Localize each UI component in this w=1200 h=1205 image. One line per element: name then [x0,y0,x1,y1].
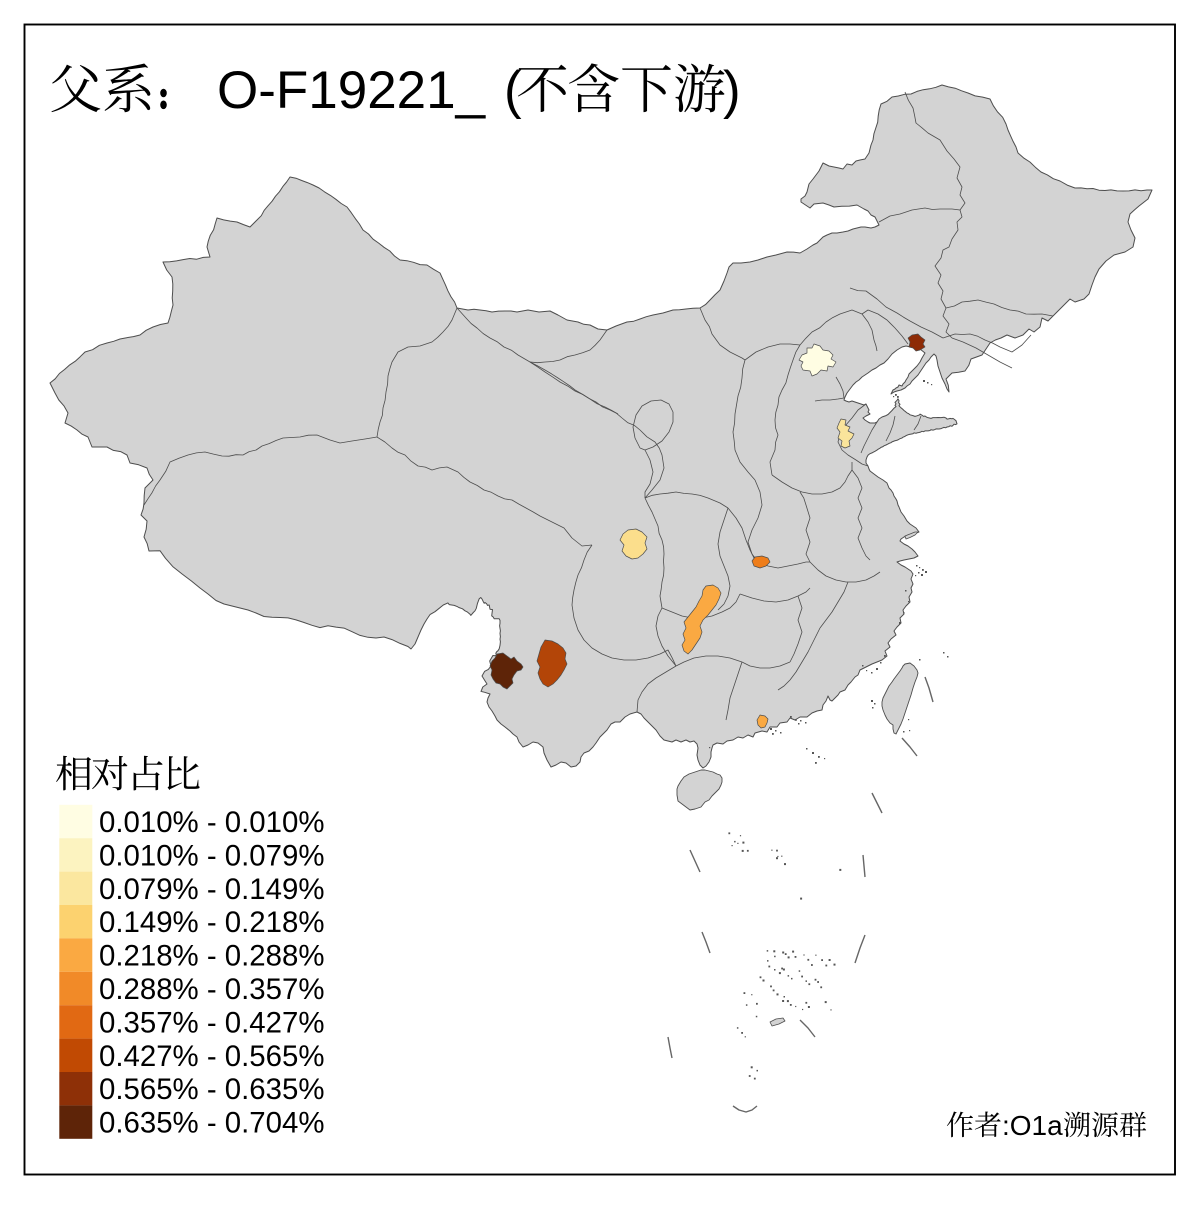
svg-text:O-F19221_: O-F19221_ [217,61,487,120]
svg-text:0.079% - 0.149%: 0.079% - 0.149% [99,873,324,906]
svg-text::O1a: :O1a [1002,1110,1063,1141]
svg-text:0.010% - 0.010%: 0.010% - 0.010% [99,806,324,839]
svg-text:0.010% - 0.079%: 0.010% - 0.079% [99,839,324,872]
svg-text:0.357% - 0.427%: 0.357% - 0.427% [99,1006,324,1039]
svg-text:(: ( [504,61,522,120]
svg-text:0.149% - 0.218%: 0.149% - 0.218% [99,906,324,939]
svg-text:0.288% - 0.357%: 0.288% - 0.357% [99,973,324,1006]
svg-text:0.218% - 0.288%: 0.218% - 0.288% [99,940,324,973]
svg-text:0.635% - 0.704%: 0.635% - 0.704% [99,1107,324,1140]
svg-text:0.427% - 0.565%: 0.427% - 0.565% [99,1040,324,1073]
svg-text:0.565% - 0.635%: 0.565% - 0.635% [99,1073,324,1106]
svg-text:): ) [723,61,741,120]
